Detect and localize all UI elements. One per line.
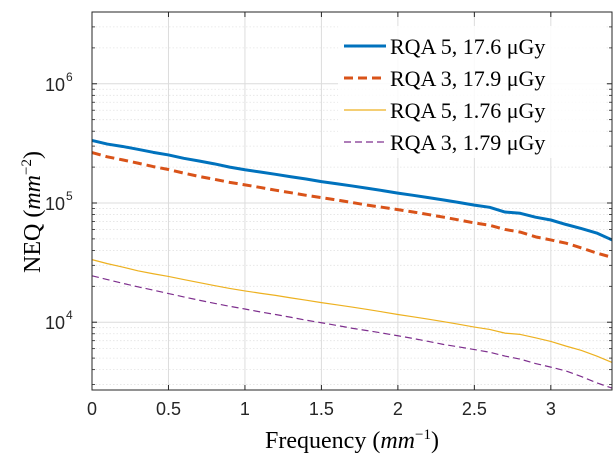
plot-frame: [91, 11, 613, 391]
series-line-4: [91, 275, 613, 389]
legend-entry-3: RQA 5, 1.76 μGy: [390, 98, 545, 123]
x-tick-label: 0: [87, 399, 97, 419]
y-axis-label: NEQ (mm−2): [19, 151, 46, 273]
axes: [91, 11, 613, 391]
legend-background: [338, 26, 606, 158]
x-tick-label: 2.5: [462, 399, 487, 419]
series-line-2: [91, 151, 613, 259]
x-tick-label: 0.5: [156, 399, 181, 419]
series-line-1: [91, 138, 613, 242]
x-axis-label: Frequency (mm−1): [265, 427, 439, 454]
y-tick-label: 10: [45, 75, 65, 95]
legend: RQA 5, 17.6 μGy RQA 3, 17.9 μGy RQA 5, 1.7…: [338, 26, 606, 158]
x-tick-label: 3: [546, 399, 556, 419]
legend-entry-1: RQA 5, 17.6 μGy: [390, 34, 545, 59]
y-tick-label-exponent: 5: [66, 189, 73, 203]
series-line-3: [91, 259, 613, 363]
y-tick-label-exponent: 4: [66, 308, 73, 322]
y-tick-label: 10: [45, 313, 65, 333]
x-tick-label: 1: [240, 399, 250, 419]
legend-entry-4: RQA 3, 1.79 μGy: [390, 130, 545, 155]
y-tick-label: 10: [45, 194, 65, 214]
series-lines: [91, 138, 613, 389]
x-tick-label: 2: [393, 399, 403, 419]
x-tick-label: 1.5: [309, 399, 334, 419]
legend-entry-2: RQA 3, 17.9 μGy: [390, 66, 545, 91]
y-tick-label-exponent: 6: [66, 70, 73, 84]
